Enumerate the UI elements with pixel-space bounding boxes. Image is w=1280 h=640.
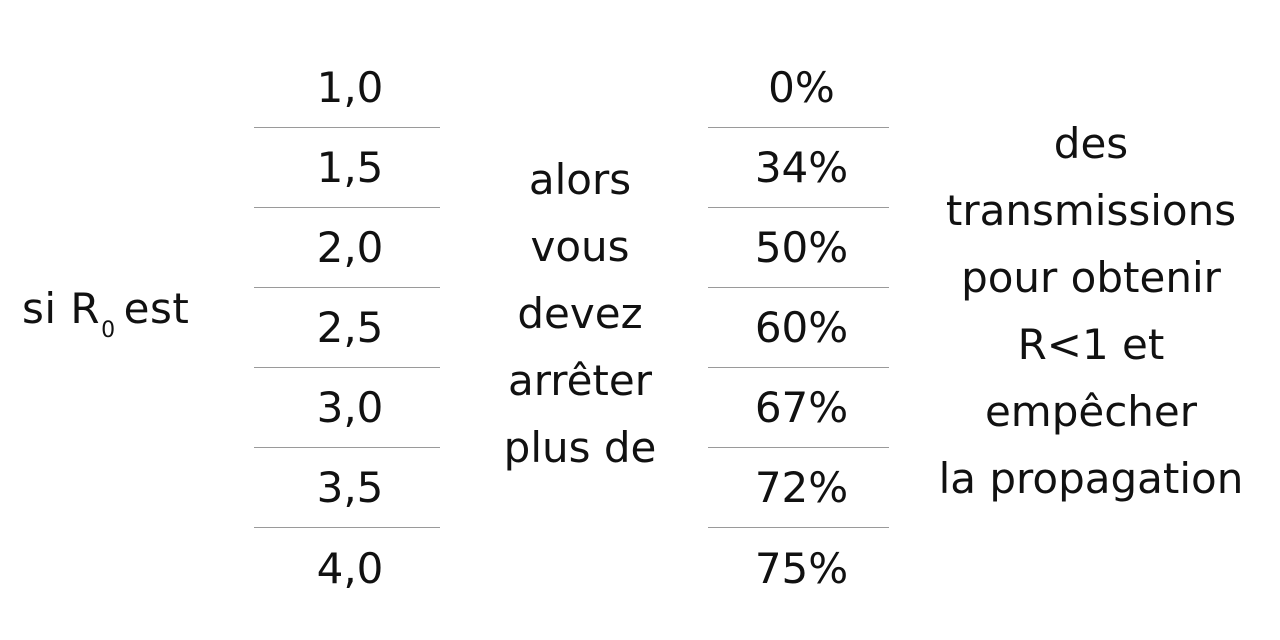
r0-value: 4,0 <box>316 543 384 593</box>
middle-line: alors <box>528 155 632 204</box>
percentage-value: 50% <box>708 208 889 288</box>
r0-value: 2,0 <box>254 208 440 288</box>
percentage-value: 75% <box>754 543 849 593</box>
r0-value: 3,0 <box>254 368 440 448</box>
percentage-value: 72% <box>708 448 889 528</box>
r0-value: 2,5 <box>254 288 440 368</box>
percentage-column: 0% 34% 50% 60% 67% 72% 75% <box>708 48 889 608</box>
r0-value: 1,5 <box>254 128 440 208</box>
percentage-value: 67% <box>708 368 889 448</box>
right-line: pour obtenir <box>961 253 1221 302</box>
right-text: des transmissions pour obtenir R<1 et em… <box>926 110 1256 512</box>
r0-values-column: 1,0 1,5 2,0 2,5 3,0 3,5 4,0 <box>254 48 440 608</box>
r0-value: 3,5 <box>254 448 440 528</box>
prefix-est: est <box>123 284 190 333</box>
prefix-subscript: 0 <box>101 318 116 343</box>
middle-line: devez <box>517 289 643 338</box>
percentage-value: 60% <box>708 288 889 368</box>
percentage-value: 34% <box>708 128 889 208</box>
right-line: des <box>1053 119 1129 168</box>
right-line: R<1 et <box>1017 320 1165 369</box>
middle-line: arrêter <box>507 356 653 405</box>
prefix-si: si <box>22 284 57 333</box>
middle-line: vous <box>530 222 630 271</box>
middle-text: alors vous devez arrêter plus de <box>470 146 690 481</box>
prefix-r: R <box>70 284 101 333</box>
percentage-value: 0% <box>708 48 889 128</box>
r0-value: 1,0 <box>254 48 440 128</box>
right-line: transmissions <box>945 186 1237 235</box>
right-line: empêcher <box>984 387 1198 436</box>
condition-prefix: si R0 est <box>22 284 190 343</box>
right-line: la propagation <box>938 454 1244 503</box>
middle-line: plus de <box>503 423 657 472</box>
